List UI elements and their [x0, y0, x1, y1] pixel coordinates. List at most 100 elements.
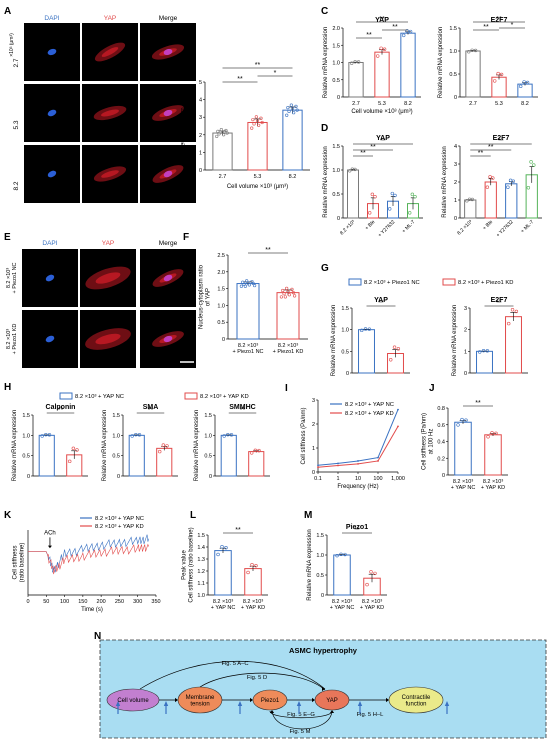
- y-tick-label: 1.1: [197, 581, 205, 587]
- y-axis-label: Relative mRNA expression: [102, 410, 108, 481]
- chart-d2: E2F7 0 1 2 3 4 Relative mRNA expression 8.2 ×10…: [442, 135, 542, 239]
- data-point: [290, 287, 294, 292]
- x-tick-label: 8.2 ×10³: [456, 219, 474, 237]
- series-point: [317, 466, 319, 469]
- chart-i: 0 1 2 3 0.1 1 10 100 1,000 Frequency (Hz) Cell sti…: [301, 398, 405, 490]
- series-point: [377, 456, 379, 459]
- panel-label-c: C: [321, 6, 328, 17]
- y-tick-label: 0: [346, 371, 349, 377]
- series-point: [397, 408, 399, 411]
- y-tick-label: 1.0: [332, 168, 340, 174]
- x-axis-label: Time (s): [81, 607, 103, 613]
- flow-arrowhead-3: [312, 697, 315, 703]
- chart-g1-title: YAP: [374, 297, 388, 304]
- data-point: [225, 131, 229, 135]
- y-tick-label: 0: [464, 371, 467, 377]
- chart-c2: E2F7 0 0.5 1.0 1.5 Relative mRNA expression 2.…: [438, 16, 538, 107]
- data-point: [287, 293, 291, 297]
- y-tick-label: 0: [454, 216, 457, 222]
- significance-label: **: [240, 407, 246, 414]
- chart-h1: Calponin 0 0.5 1.0 1.5 Relative mRNA expressi…: [12, 404, 88, 481]
- significance-label: *: [511, 22, 514, 29]
- x-tick-label: 8.2 ×10³ + YAP NC: [330, 599, 355, 611]
- y-tick-label: 0.8: [437, 406, 445, 412]
- data-point: [68, 459, 72, 464]
- data-point: [220, 545, 224, 549]
- x-tick-label: 8.2: [289, 174, 297, 180]
- x-tick-label: + Ble: [364, 219, 377, 232]
- data-point: [283, 295, 287, 299]
- increase-arrowhead-1: [115, 701, 121, 706]
- node-contractile-function-label: Contractile function: [402, 695, 431, 708]
- legend-k-kd-text: 8.2 ×10³ + YAP KD: [95, 524, 144, 530]
- bar-3: [517, 83, 533, 98]
- y-axis-label: Cell stiffness (Pa/nm): [301, 408, 307, 465]
- data-point: [216, 552, 220, 557]
- data-point: [75, 448, 79, 452]
- data-point: [158, 449, 162, 454]
- x-tick-label: 0.1: [314, 476, 322, 482]
- y-tick-label: 1.2: [197, 569, 205, 575]
- data-point: [470, 197, 474, 202]
- chart-c1-title: YAP: [375, 17, 389, 24]
- data-point: [379, 46, 383, 50]
- increase-arrowhead-3: [237, 701, 243, 706]
- data-point: [410, 192, 415, 197]
- legend-g-kd-text: 8.2 ×10³ + Piezo1 KD: [458, 280, 513, 286]
- data-point: [220, 130, 225, 134]
- micrograph-e-r1-c1-nucleus: [45, 274, 55, 282]
- y-tick-label: 0.5: [316, 573, 324, 579]
- series-point: [357, 462, 359, 465]
- data-point: [348, 169, 352, 173]
- data-point: [44, 432, 48, 437]
- arc-fig5d: [199, 672, 326, 691]
- data-point: [291, 291, 295, 295]
- significance-label: **: [360, 150, 366, 157]
- legend-g-kd-swatch: [442, 278, 456, 286]
- bar-2: [276, 292, 300, 340]
- data-point: [239, 284, 243, 288]
- node-cell-volume-label: Cell volume: [117, 698, 149, 704]
- x-tick-label: 8.2 ×10³ + YAP KD: [360, 599, 384, 611]
- y-tick-label: 1.0: [449, 49, 457, 55]
- y-tick-label: 0: [337, 95, 340, 101]
- x-tick-label: 8.2 ×10³ + Piezo1 NC: [232, 343, 263, 355]
- data-point: [473, 48, 478, 53]
- bar-1: [464, 199, 477, 219]
- data-point: [508, 178, 513, 183]
- y-axis-label: Nucleus-cytoplasm ratioof YAP: [199, 264, 212, 329]
- data-point: [286, 106, 290, 110]
- x-tick-label: 8.2 ×10³ + Piezo1 KD: [273, 343, 304, 355]
- panel-label-g: G: [321, 263, 329, 274]
- data-point: [481, 348, 486, 353]
- data-point: [290, 107, 295, 111]
- y-tick-label: 0: [27, 474, 30, 480]
- x-tick-label: 50: [43, 599, 49, 605]
- data-point: [402, 33, 406, 38]
- significance-label: **: [488, 144, 494, 151]
- legend-h-kd-text: 8.2 ×10³ + YAP KD: [200, 394, 249, 400]
- micro-e-row-2: 8.2 ×10³+ Piezo1 KD: [6, 324, 18, 355]
- micro-e-header-yap: YAP: [102, 240, 115, 247]
- bar-1: [212, 132, 233, 171]
- y-tick-label: 0.5: [22, 454, 30, 460]
- y-axis-label: Relative mRNA expression: [323, 27, 329, 98]
- panel-label-f: F: [183, 232, 189, 243]
- y-tick-label: 0.5: [332, 78, 340, 84]
- chart-h3-title: SMMHC: [229, 404, 255, 411]
- y-tick-label: 1.0: [332, 61, 340, 67]
- bar-2: [484, 434, 502, 476]
- data-point: [460, 417, 464, 422]
- bar-1: [128, 434, 145, 477]
- micro-a-row-3: 8.2: [13, 181, 20, 190]
- bar-1: [236, 283, 260, 340]
- data-point: [510, 308, 515, 312]
- y-tick-label: 0.5: [204, 454, 212, 460]
- micrograph-a-r3-c2-body: [101, 170, 119, 178]
- data-point: [250, 126, 254, 130]
- data-point: [360, 328, 364, 333]
- legend-i-nc-text: 8.2 ×10³ + YAP NC: [345, 402, 394, 408]
- bar-1: [333, 554, 351, 596]
- data-point: [282, 292, 286, 296]
